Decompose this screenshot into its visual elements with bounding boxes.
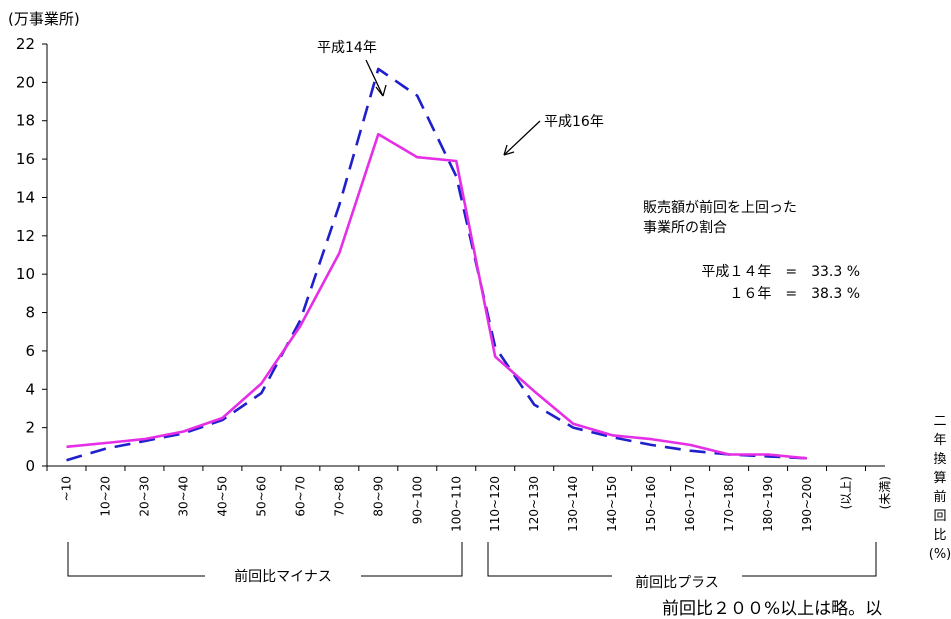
x-axis-title-char: (%) (929, 547, 951, 562)
y-tick-label: 12 (16, 227, 35, 245)
axes (46, 44, 885, 467)
x-axis-title-char: 換 (933, 452, 946, 467)
x-tick-label: 170~180 (722, 476, 736, 532)
x-tick-label: 90~100 (410, 476, 424, 524)
footnote: 前回比２００%以上は略。以 (662, 599, 883, 619)
series-line-2002 (66, 67, 808, 462)
x-tick-label: (以上) (839, 476, 853, 509)
y-tick-label: 18 (16, 112, 35, 130)
x-tick-label: 20~30 (137, 476, 151, 517)
x-ticks: ~10 10~20 20~30 30~40 40~50 50~60 60~70 70~80 80… (46, 466, 892, 532)
y-tick-label: 14 (16, 188, 35, 206)
ratio-line-2002: 平成１４年 = 33.3 % (701, 264, 860, 280)
y-tick-label: 0 (25, 457, 35, 475)
x-axis-title-char: 前 (933, 489, 946, 505)
y-tick-label: 2 (25, 419, 35, 437)
bracket-plus (487, 542, 877, 577)
arrow-2002-head (375, 84, 387, 97)
arrow-2004-shaft (503, 120, 541, 156)
annotation-2004: 平成16年 (544, 114, 604, 130)
y-tick-label: 8 (25, 304, 35, 322)
x-tick-label: 140~150 (605, 476, 619, 532)
y-axis-label: (万事業所) (8, 10, 80, 28)
y-ticks: 0 2 4 6 8 10 12 14 16 18 20 22 (16, 35, 47, 475)
x-tick-label: ~10 (59, 476, 73, 501)
y-tick-label: 20 (16, 73, 35, 91)
x-tick-label: 40~50 (215, 476, 229, 517)
x-tick-label: (未満) (878, 476, 892, 509)
bracket-minus-label: 前回比マイナス (234, 568, 332, 585)
x-axis-title-char: 算 (933, 471, 946, 486)
ratio-line-2004: １６年 = 38.3 % (729, 286, 860, 302)
bracket-minus (67, 542, 463, 577)
x-axis-title-char: 年 (933, 433, 946, 448)
x-axis-title-char: 二 (933, 414, 946, 429)
ratio-title-line-2: 事業所の割合 (643, 219, 727, 236)
x-tick-label: 50~60 (254, 476, 268, 517)
x-tick-label: 10~20 (98, 476, 112, 517)
bracket-plus-label: 前回比プラス (635, 574, 719, 591)
x-tick-label: 80~90 (371, 476, 385, 517)
y-tick-label: 10 (16, 265, 35, 283)
y-tick-label: 16 (16, 150, 35, 168)
arrow-2002-shaft (365, 59, 384, 97)
series-lines (66, 67, 808, 462)
y-tick-label: 22 (16, 35, 35, 53)
series-line-2004 (66, 132, 808, 460)
x-tick-label: 190~200 (800, 476, 814, 532)
x-tick-label: 180~190 (761, 476, 775, 532)
y-tick-label: 6 (25, 342, 35, 360)
x-tick-label: 160~170 (683, 476, 697, 532)
x-tick-label: 150~160 (644, 476, 658, 532)
arrow-2004-head (503, 144, 515, 156)
x-tick-label: 70~80 (332, 476, 346, 517)
ratio-title-line-1: 販売額が前回を上回った (643, 199, 797, 216)
x-axis-title-char: 回 (933, 509, 946, 524)
x-tick-label: 130~140 (566, 476, 580, 532)
x-tick-label: 120~130 (527, 476, 541, 532)
y-tick-label: 4 (25, 380, 35, 398)
x-tick-label: 100~110 (449, 476, 463, 532)
x-tick-label: 110~120 (488, 476, 502, 532)
annotation-2002: 平成14年 (317, 40, 377, 56)
x-axis-title-char: 比 (933, 528, 946, 543)
x-tick-label: 30~40 (176, 476, 190, 517)
x-tick-label: 60~70 (293, 476, 307, 517)
